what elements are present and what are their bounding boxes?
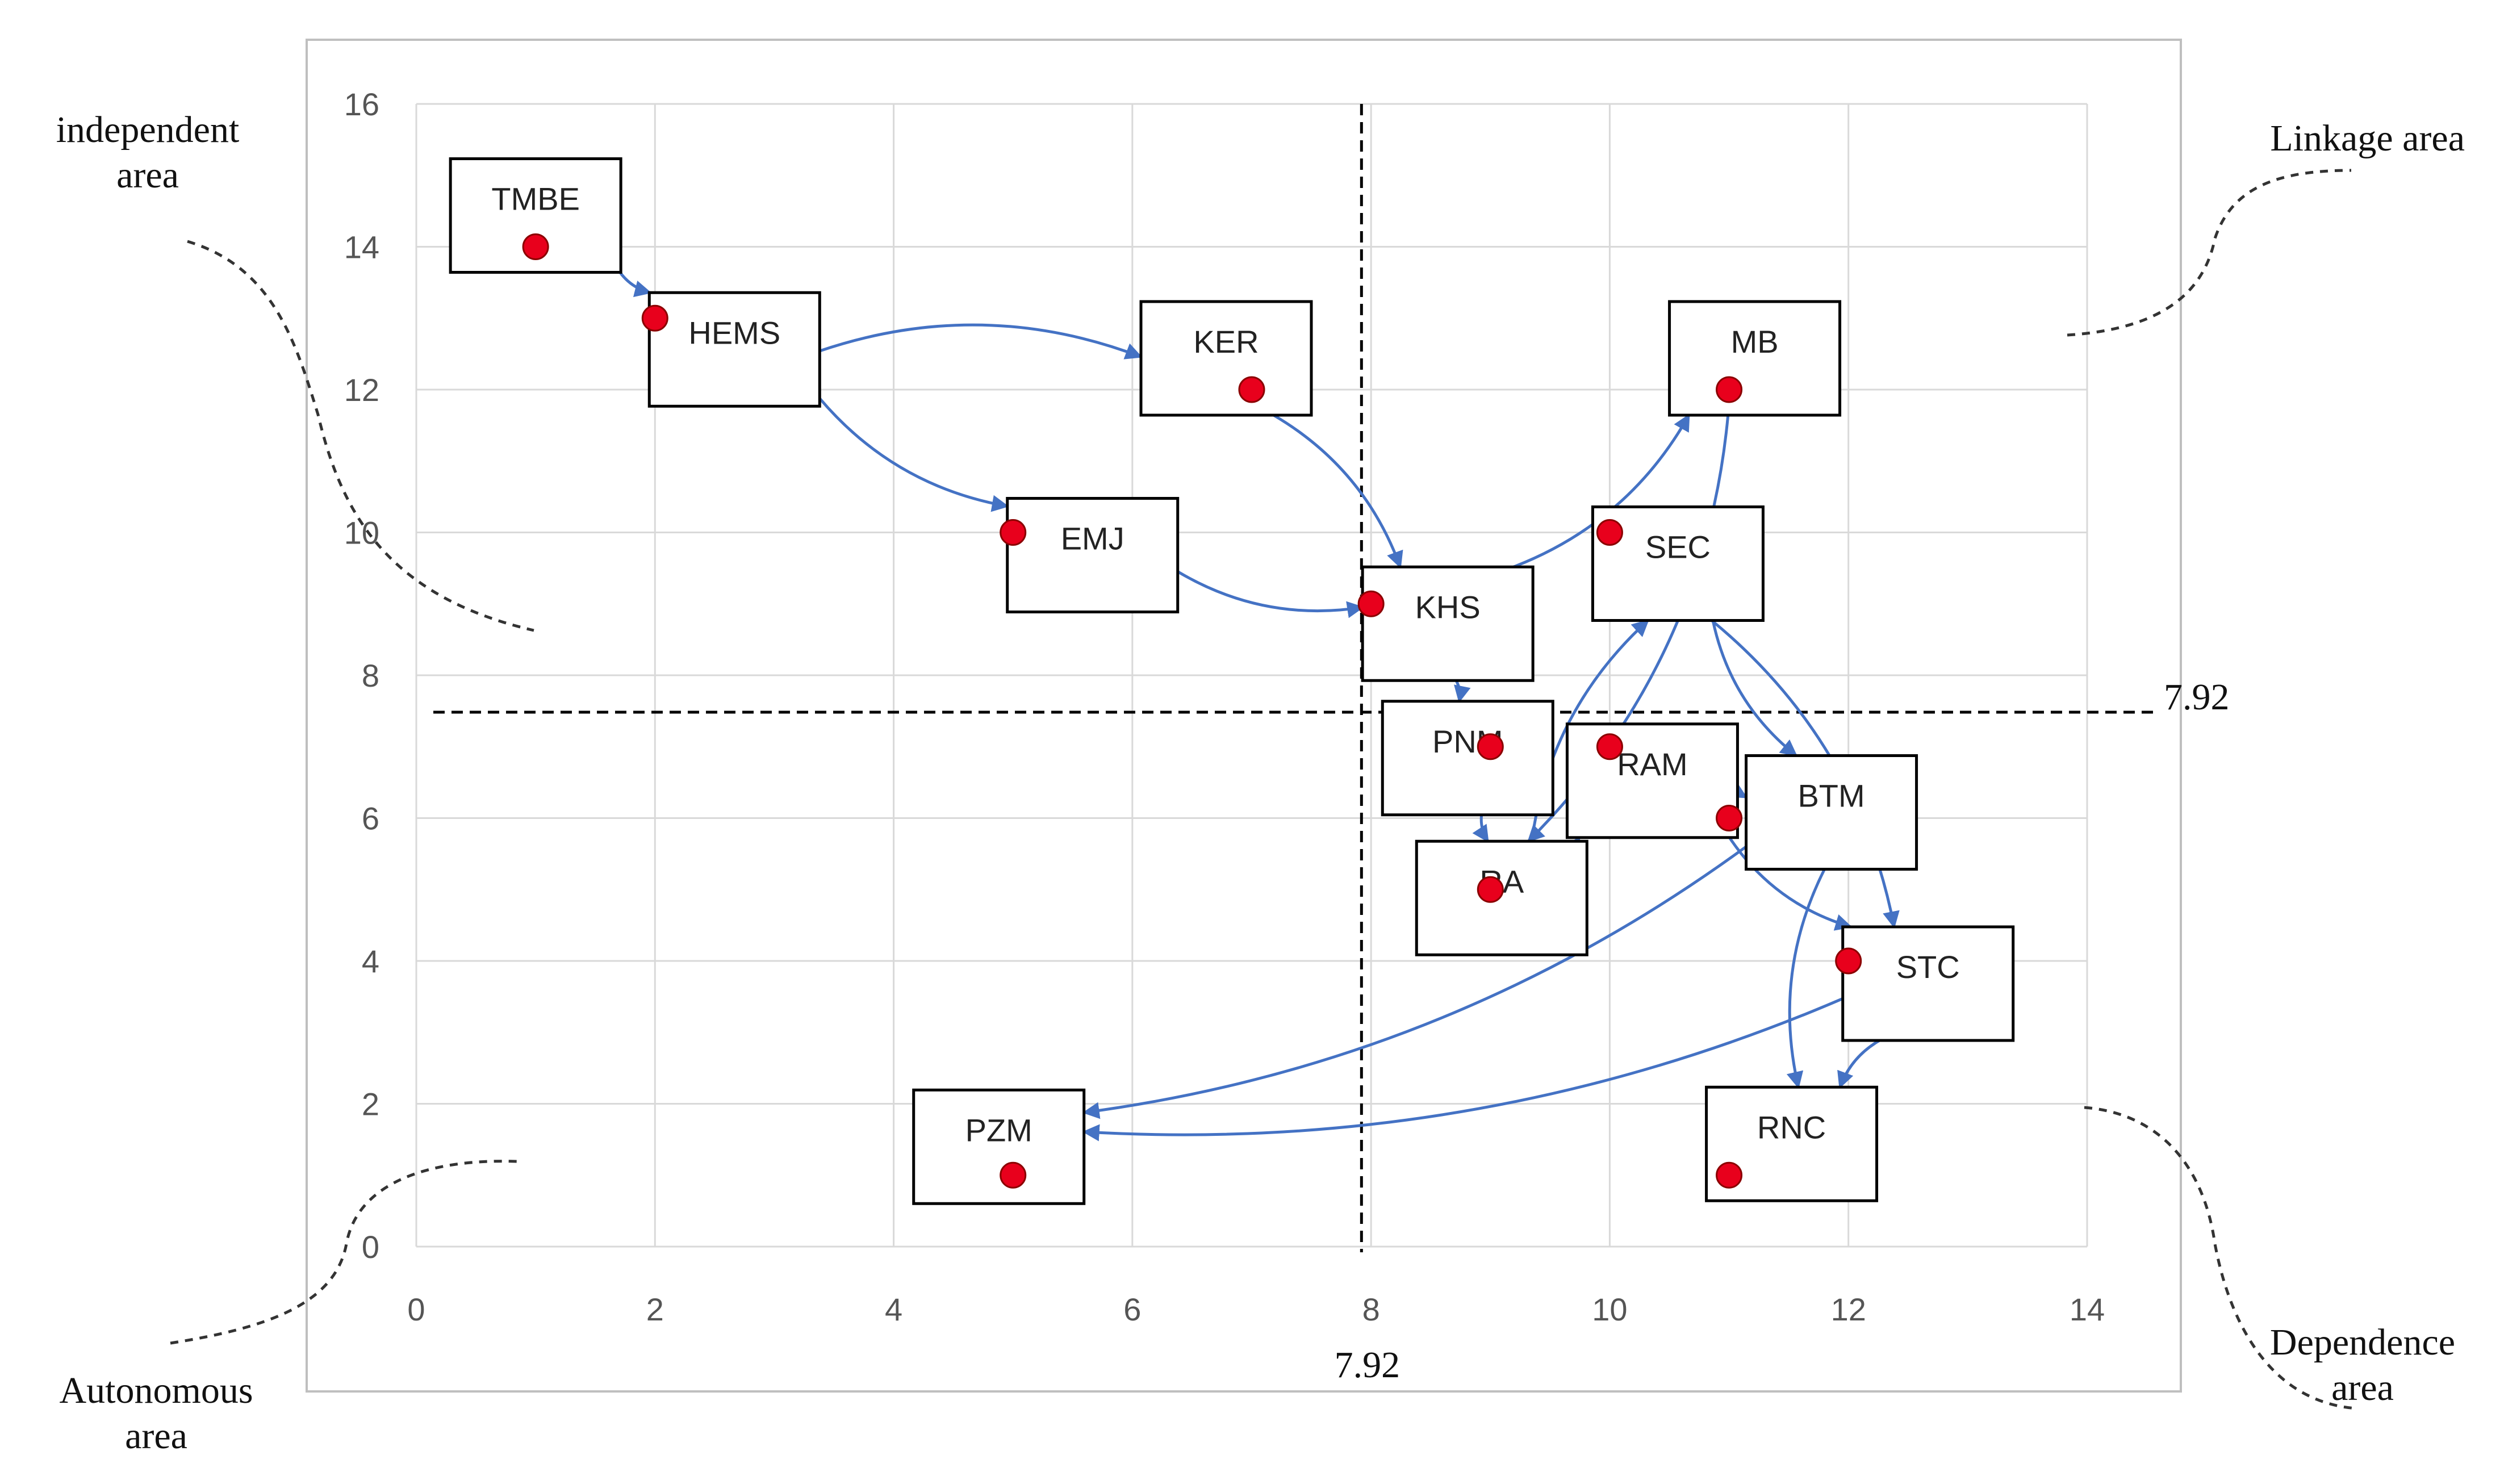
- data-point: [1596, 733, 1623, 760]
- node-btm: BTM: [1716, 754, 1918, 871]
- node-label: TMBE: [491, 181, 580, 217]
- y-tick-label: 2: [362, 1086, 379, 1122]
- node-pnm: PNM: [1381, 700, 1554, 817]
- node-ram: RAM: [1565, 722, 1739, 839]
- node-label: BTM: [1797, 778, 1864, 814]
- node-label: RAM: [1617, 746, 1687, 782]
- nodes: TMBE HEMS KER MB EMJ SEC KHS PNM RAM BTM RA STC PZM R…: [449, 157, 2015, 1205]
- node-khs: KHS: [1357, 565, 1535, 682]
- node-ker: KER: [1139, 300, 1313, 417]
- area-curve-independent: [187, 240, 534, 632]
- node-emj: EMJ: [1000, 497, 1180, 613]
- link-arrow: [1786, 868, 1826, 1089]
- data-point: [1716, 805, 1743, 831]
- grid: [415, 103, 2088, 1248]
- node-label: RNC: [1757, 1109, 1826, 1145]
- area-labels: independent area Linkage area Autonomous are…: [56, 109, 2465, 1457]
- node-box: [1006, 497, 1180, 613]
- link-arrow: [1082, 997, 1843, 1142]
- node-box: [1415, 839, 1588, 956]
- node-rnc: RNC: [1705, 1085, 1879, 1202]
- x-tick-label: 14: [2070, 1291, 2105, 1327]
- node-label: EMJ: [1061, 521, 1124, 557]
- y-tick-label: 10: [344, 515, 379, 551]
- node-box: [1381, 700, 1554, 817]
- x-tick-label: 2: [646, 1291, 664, 1327]
- data-point: [1000, 1161, 1027, 1189]
- node-label: KHS: [1415, 589, 1481, 625]
- y-tick-label: 6: [362, 801, 379, 837]
- link-arrow: [819, 323, 1143, 359]
- y-tick-label: 12: [344, 372, 379, 408]
- y-tick-label: 16: [344, 86, 379, 122]
- x-tick-label: 10: [1592, 1291, 1627, 1327]
- link-arrow: [1837, 1039, 1880, 1089]
- data-point: [1596, 519, 1623, 546]
- node-mb: MB: [1668, 300, 1842, 417]
- node-hems: HEMS: [641, 291, 821, 408]
- data-point: [641, 304, 668, 332]
- x-tick-label: 12: [1831, 1291, 1866, 1327]
- node-box: [912, 1088, 1086, 1205]
- node-sec: SEC: [1591, 505, 1765, 622]
- data-point: [1357, 590, 1385, 617]
- link-arrow: [1177, 570, 1365, 618]
- data-point: [1477, 876, 1504, 903]
- y-tick-label: 8: [362, 658, 379, 693]
- node-label: STC: [1896, 949, 1960, 985]
- area-curve-autonomous: [170, 1160, 517, 1345]
- link-arrow: [1711, 620, 1798, 757]
- node-tmbe: TMBE: [449, 157, 622, 274]
- link-arrow: [618, 271, 652, 298]
- data-point: [1238, 376, 1265, 403]
- node-box: [1361, 565, 1535, 682]
- link-arrow: [1454, 680, 1471, 703]
- node-pzm: PZM: [912, 1088, 1086, 1205]
- area-label-autonomous: Autonomous area: [59, 1370, 253, 1457]
- link-arrow: [818, 397, 1009, 512]
- node-label: PZM: [965, 1112, 1032, 1148]
- area-label-dependence: Dependence area: [2270, 1322, 2455, 1408]
- data-point: [522, 233, 549, 260]
- x-tick-label: 8: [1362, 1291, 1380, 1327]
- x-tick-label: 0: [407, 1291, 425, 1327]
- x-tick-label: 6: [1123, 1291, 1141, 1327]
- area-curve-dependence: [2084, 1106, 2357, 1410]
- threshold-y-label: 7.92: [2164, 676, 2230, 718]
- node-label: SEC: [1645, 529, 1711, 565]
- node-label: HEMS: [688, 315, 780, 350]
- y-tick-label: 14: [344, 229, 379, 265]
- link-arrow: [1082, 845, 1748, 1119]
- data-point: [1716, 1161, 1743, 1189]
- x-tick-label: 4: [885, 1291, 902, 1327]
- area-label-independent: independent area: [56, 109, 240, 196]
- node-box: [1565, 722, 1739, 839]
- threshold-x-label: 7.92: [1335, 1344, 1400, 1386]
- data-point: [1000, 519, 1027, 546]
- node-box: [1745, 754, 1918, 871]
- data-point: [1477, 733, 1504, 760]
- node-label: MB: [1731, 324, 1779, 359]
- node-box: [1841, 925, 2015, 1042]
- link-arrow: [1728, 837, 1853, 931]
- link-arrow: [1472, 814, 1490, 843]
- area-label-linkage: Linkage area: [2270, 118, 2465, 159]
- node-stc: STC: [1835, 925, 2015, 1042]
- node-box: [1668, 300, 1842, 417]
- data-point: [1716, 376, 1743, 403]
- node-box: [1139, 300, 1313, 417]
- y-tick-label: 0: [362, 1229, 379, 1265]
- node-box: [647, 291, 821, 408]
- node-label: KER: [1193, 324, 1259, 359]
- axis-ticks: 0 2 4 6 8 10 12 14 0 2 4 6 8 10 12 14 16: [344, 86, 2105, 1327]
- data-point: [1835, 947, 1862, 975]
- y-tick-label: 4: [362, 943, 379, 979]
- link-arrow: [1273, 413, 1403, 569]
- node-ra: RA: [1415, 839, 1588, 956]
